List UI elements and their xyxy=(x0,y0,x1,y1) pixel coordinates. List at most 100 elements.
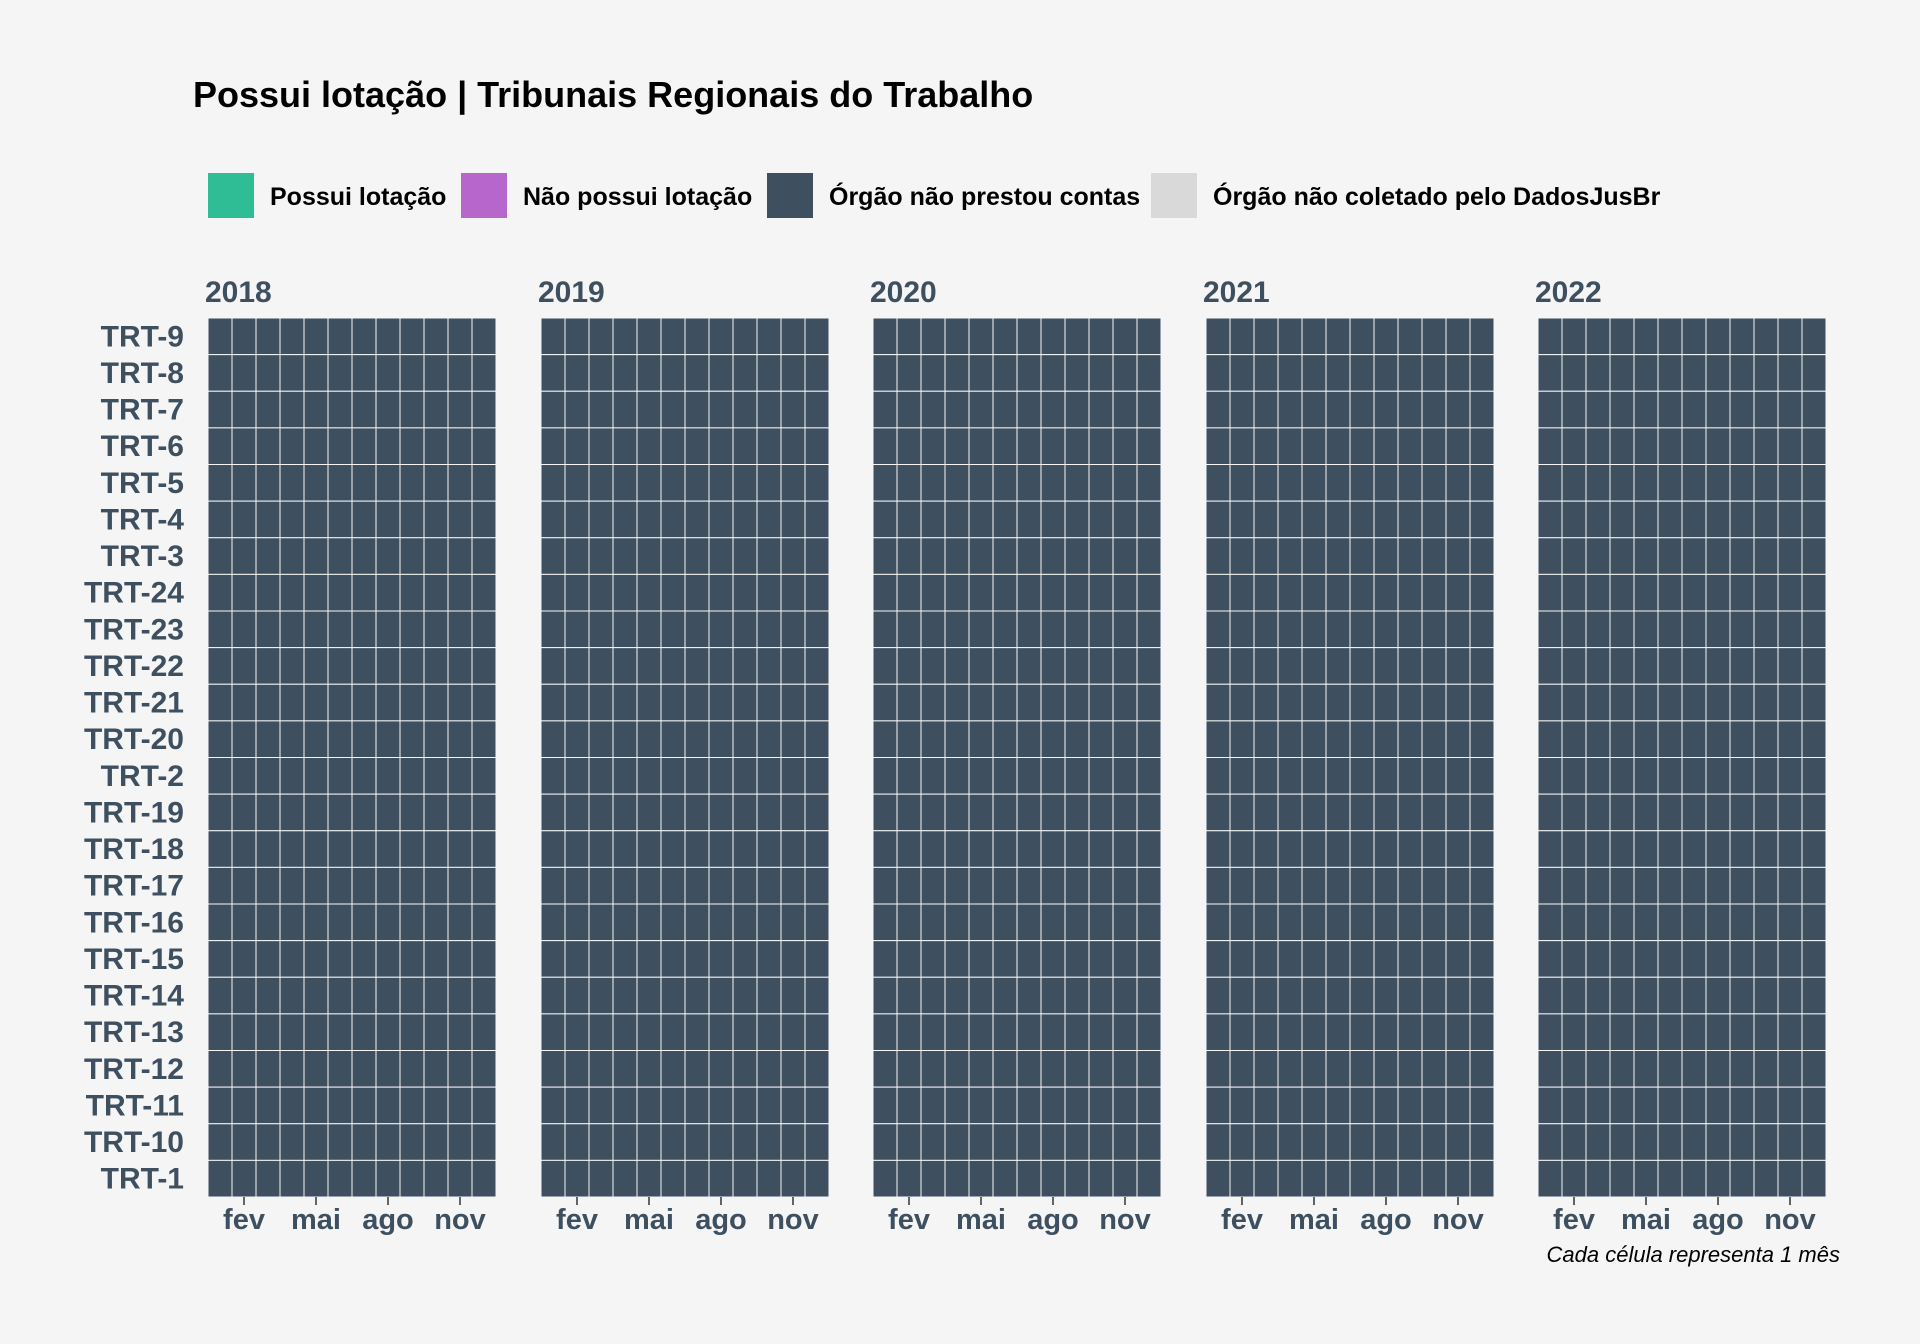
heatmap-cell xyxy=(920,1013,946,1052)
heatmap-cell xyxy=(732,830,758,868)
heatmap-cell xyxy=(540,610,566,649)
heatmap-cell xyxy=(1609,1123,1635,1161)
heatmap-cell xyxy=(588,1123,614,1161)
heatmap-cell xyxy=(920,317,946,356)
heatmap-cell xyxy=(1205,464,1231,502)
heatmap-cell xyxy=(375,793,401,832)
heatmap-cell xyxy=(1777,1086,1803,1125)
heatmap-cell xyxy=(684,537,710,575)
heatmap-cell xyxy=(303,427,329,466)
heatmap-cell xyxy=(1801,830,1827,868)
heatmap-cell xyxy=(1657,830,1683,868)
heatmap-cell xyxy=(423,1013,449,1052)
heatmap-cell xyxy=(684,757,710,795)
heatmap-cell xyxy=(1016,573,1042,612)
heatmap-cell xyxy=(1136,427,1162,466)
heatmap-cell xyxy=(303,720,329,759)
heatmap-cell xyxy=(447,610,473,649)
heatmap-cell xyxy=(896,757,922,795)
heatmap-cell xyxy=(1657,1159,1683,1198)
heatmap-cell xyxy=(1609,866,1635,905)
heatmap-cell xyxy=(1777,354,1803,392)
heatmap-cell xyxy=(684,390,710,429)
heatmap-cell xyxy=(1088,903,1114,942)
heatmap-cell xyxy=(303,500,329,539)
heatmap-cell xyxy=(255,757,281,795)
heatmap-cell xyxy=(1585,1159,1611,1198)
heatmap-cell xyxy=(231,427,257,466)
heatmap-cell xyxy=(279,317,305,356)
heatmap-cell xyxy=(896,610,922,649)
heatmap-cell xyxy=(684,427,710,466)
heatmap-cell xyxy=(1537,866,1563,905)
heatmap-cell xyxy=(1088,793,1114,832)
heatmap-cell xyxy=(944,1159,970,1198)
heatmap-cell xyxy=(1253,537,1279,575)
heatmap-cell xyxy=(471,976,497,1015)
heatmap-cell xyxy=(1681,500,1707,539)
heatmap-cell xyxy=(1277,830,1303,868)
heatmap-cell xyxy=(660,500,686,539)
heatmap-cell xyxy=(1681,317,1707,356)
heatmap-cell xyxy=(1397,1086,1423,1125)
heatmap-cell xyxy=(896,866,922,905)
heatmap-cell xyxy=(992,1159,1018,1198)
heatmap-cell xyxy=(1088,390,1114,429)
heatmap-cell xyxy=(1112,866,1138,905)
heatmap-cell xyxy=(231,573,257,612)
heatmap-cell xyxy=(780,573,806,612)
heatmap-cell xyxy=(944,830,970,868)
heatmap-cell xyxy=(872,610,898,649)
heatmap-cell xyxy=(423,354,449,392)
heatmap-cell xyxy=(1253,573,1279,612)
heatmap-cell xyxy=(1537,573,1563,612)
heatmap-cell xyxy=(1136,500,1162,539)
row-label: TRT-23 xyxy=(84,613,184,646)
heatmap-cell xyxy=(471,427,497,466)
heatmap-cell xyxy=(612,537,638,575)
heatmap-cell xyxy=(1777,940,1803,978)
heatmap-cell xyxy=(1088,830,1114,868)
heatmap-cell xyxy=(1088,537,1114,575)
heatmap-cell xyxy=(303,793,329,832)
heatmap-cell xyxy=(1016,1050,1042,1088)
heatmap-cell xyxy=(992,573,1018,612)
heatmap-cell xyxy=(1585,1123,1611,1161)
heatmap-cell xyxy=(231,976,257,1015)
heatmap-cell xyxy=(375,683,401,722)
heatmap-cell xyxy=(207,903,233,942)
heatmap-cell xyxy=(1609,647,1635,685)
heatmap-cell xyxy=(1705,683,1731,722)
heatmap-cell xyxy=(1421,830,1447,868)
heatmap-cell xyxy=(1777,500,1803,539)
heatmap-cell xyxy=(1349,573,1375,612)
heatmap-cell xyxy=(920,793,946,832)
heatmap-cell xyxy=(780,1159,806,1198)
heatmap-cell xyxy=(399,500,425,539)
heatmap-cell xyxy=(1469,940,1495,978)
heatmap-cell xyxy=(351,573,377,612)
heatmap-cell xyxy=(1064,573,1090,612)
heatmap-cell xyxy=(1801,683,1827,722)
heatmap-cell xyxy=(1445,537,1471,575)
heatmap-cell xyxy=(920,354,946,392)
heatmap-cell xyxy=(471,1123,497,1161)
heatmap-cell xyxy=(1016,537,1042,575)
heatmap-cell xyxy=(1561,757,1587,795)
heatmap-cell xyxy=(1253,830,1279,868)
heatmap-cell xyxy=(612,354,638,392)
heatmap-cell xyxy=(207,1050,233,1088)
heatmap-cell xyxy=(303,830,329,868)
heatmap-cell xyxy=(804,903,830,942)
heatmap-cell xyxy=(1609,500,1635,539)
heatmap-cell xyxy=(207,1086,233,1125)
heatmap-cell xyxy=(920,757,946,795)
heatmap-cell xyxy=(399,793,425,832)
heatmap-cell xyxy=(1705,1123,1731,1161)
heatmap-cell xyxy=(612,464,638,502)
heatmap-cell xyxy=(1537,537,1563,575)
heatmap-cell xyxy=(636,647,662,685)
heatmap-cell xyxy=(471,903,497,942)
heatmap-cell xyxy=(399,757,425,795)
heatmap-cell xyxy=(1537,830,1563,868)
